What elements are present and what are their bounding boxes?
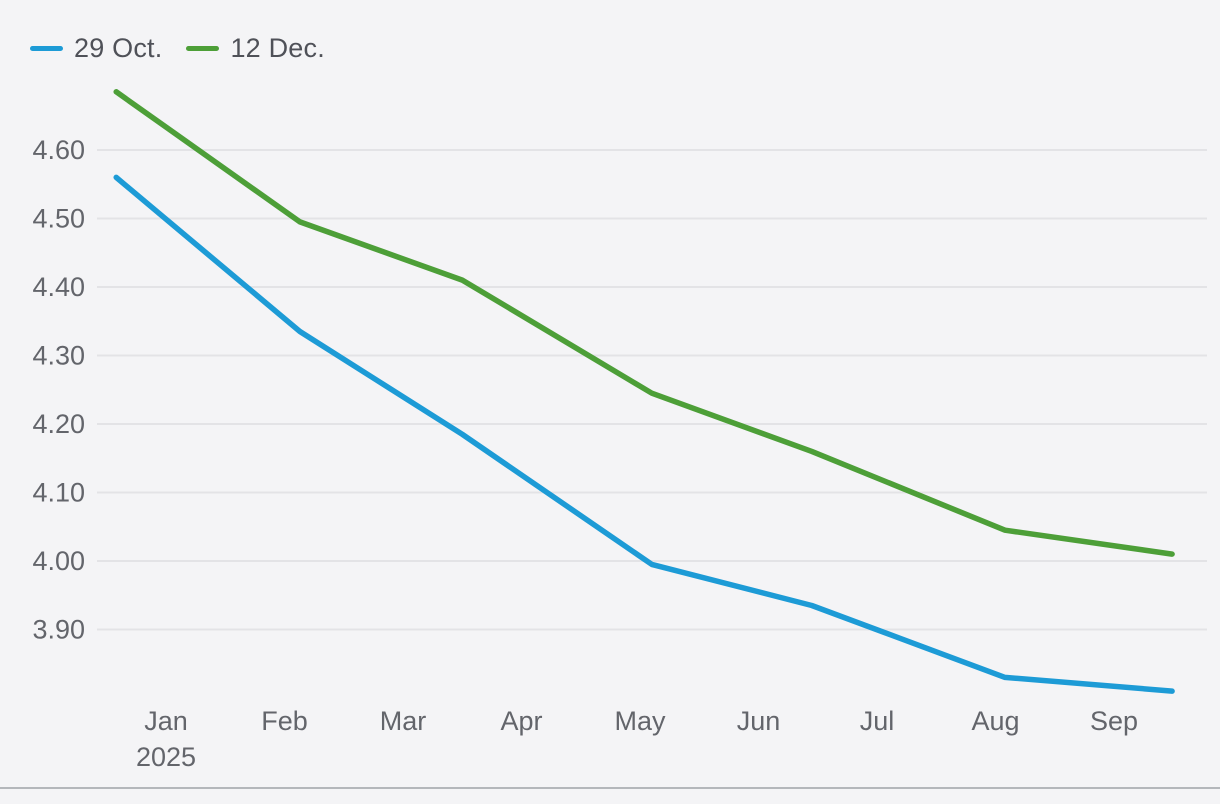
y-tick-label: 4.10 bbox=[32, 478, 85, 508]
x-tick-year-label: 2025 bbox=[136, 742, 196, 772]
x-tick-label: Feb bbox=[261, 706, 308, 736]
y-tick-label: 4.00 bbox=[32, 546, 85, 576]
series-line-12-dec- bbox=[113, 89, 1175, 557]
x-tick-label: May bbox=[614, 706, 666, 736]
x-tick-label: Jan bbox=[144, 706, 188, 736]
series-line-29-oct- bbox=[113, 174, 1175, 694]
y-tick-label: 3.90 bbox=[32, 615, 85, 645]
x-tick-label: Jun bbox=[737, 706, 781, 736]
y-tick-label: 4.60 bbox=[32, 135, 85, 165]
x-tick-label: Jul bbox=[860, 706, 895, 736]
x-tick-label: Aug bbox=[971, 706, 1019, 736]
bottom-divider bbox=[0, 787, 1220, 789]
x-tick-label: Sep bbox=[1090, 706, 1138, 736]
legend-label-12-dec: 12 Dec. bbox=[230, 33, 325, 63]
x-tick-label: Apr bbox=[500, 706, 542, 736]
y-tick-label: 4.20 bbox=[32, 409, 85, 439]
legend-label-29-oct: 29 Oct. bbox=[74, 33, 163, 63]
legend-swatch-12-dec bbox=[186, 46, 220, 51]
legend-swatch-29-oct bbox=[30, 46, 63, 51]
legend-item-12-dec: 12 Dec. bbox=[186, 33, 325, 64]
x-tick-label: Mar bbox=[380, 706, 427, 736]
y-tick-label: 4.40 bbox=[32, 272, 85, 302]
legend-item-29-oct: 29 Oct. bbox=[30, 33, 162, 64]
y-tick-label: 4.50 bbox=[32, 204, 85, 234]
y-tick-label: 4.30 bbox=[32, 341, 85, 371]
chart-legend: 29 Oct. 12 Dec. bbox=[30, 33, 349, 64]
